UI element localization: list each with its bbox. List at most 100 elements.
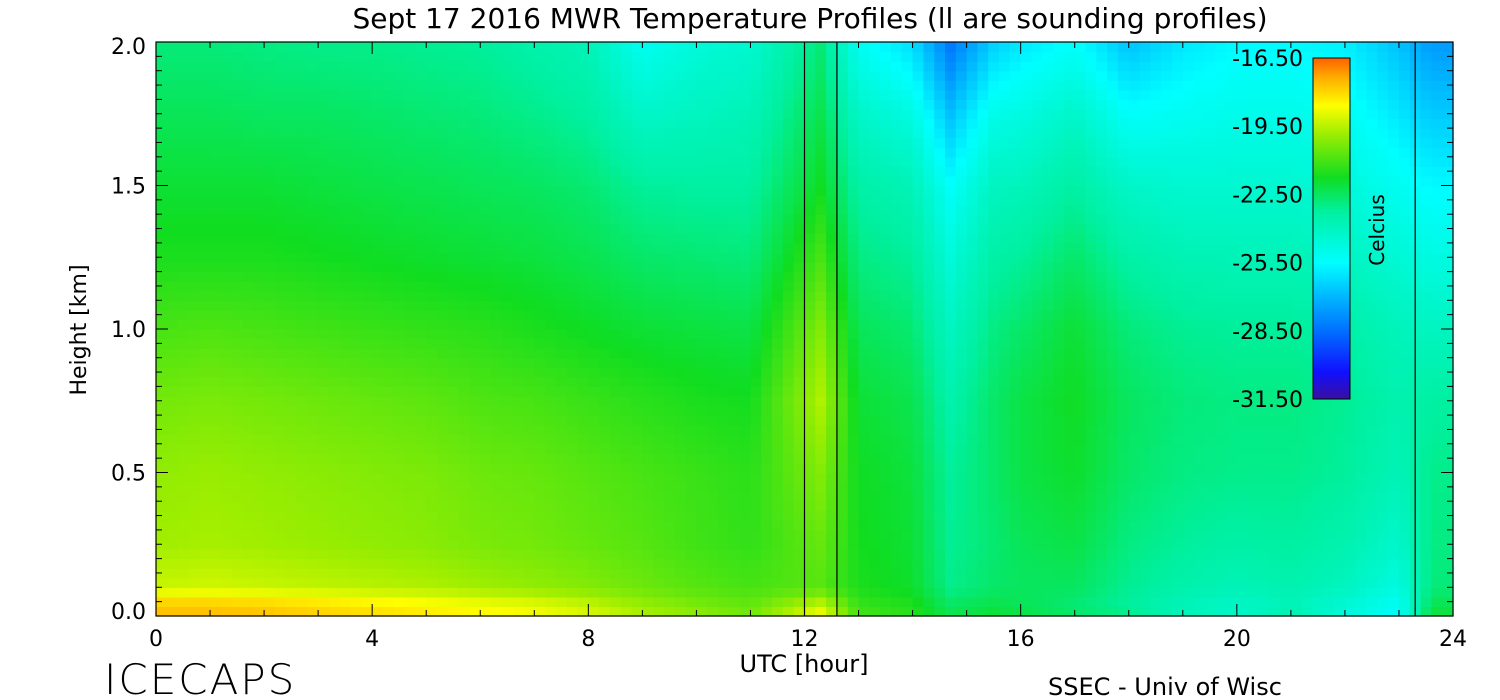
heatmap-cell bbox=[231, 395, 244, 407]
heatmap-cell bbox=[955, 223, 968, 234]
heatmap-cell bbox=[977, 309, 989, 321]
heatmap-cell bbox=[1042, 166, 1054, 177]
heatmap-cell bbox=[836, 539, 849, 550]
heatmap-cell bbox=[674, 195, 687, 206]
heatmap-cell bbox=[361, 510, 373, 521]
heatmap-cell bbox=[815, 233, 827, 244]
heatmap-cell bbox=[523, 147, 535, 158]
heatmap-cell bbox=[296, 501, 308, 512]
heatmap-cell bbox=[382, 510, 395, 521]
heatmap-cell bbox=[480, 242, 492, 254]
heatmap-cell bbox=[458, 329, 471, 340]
heatmap-cell bbox=[577, 549, 589, 560]
heatmap-cell bbox=[480, 395, 492, 407]
heatmap-cell bbox=[782, 252, 795, 263]
heatmap-cell bbox=[242, 118, 254, 129]
heatmap-cell bbox=[977, 453, 989, 464]
heatmap-cell bbox=[772, 99, 784, 110]
heatmap-cell bbox=[934, 214, 946, 225]
heatmap-cell bbox=[253, 405, 265, 416]
heatmap-cell bbox=[437, 491, 449, 502]
heatmap-cell bbox=[674, 137, 687, 148]
heatmap-cell bbox=[912, 482, 924, 493]
heatmap-cell bbox=[274, 118, 287, 129]
heatmap-cell bbox=[923, 558, 935, 569]
heatmap-cell bbox=[253, 262, 265, 273]
heatmap-cell bbox=[761, 128, 773, 139]
heatmap-cell bbox=[350, 424, 362, 435]
heatmap-cell bbox=[901, 482, 914, 493]
heatmap-cell bbox=[609, 462, 622, 474]
heatmap-cell bbox=[804, 443, 816, 454]
heatmap-cell bbox=[339, 472, 352, 483]
heatmap-cell bbox=[966, 128, 979, 139]
heatmap-cell bbox=[415, 185, 427, 196]
heatmap-cell bbox=[631, 319, 643, 330]
heatmap-cell bbox=[858, 175, 870, 187]
heatmap-cell bbox=[653, 482, 665, 493]
heatmap-cell bbox=[1042, 453, 1054, 464]
heatmap-cell bbox=[1031, 501, 1043, 512]
heatmap-cell bbox=[199, 348, 211, 359]
heatmap-cell bbox=[1020, 51, 1033, 62]
heatmap-cell bbox=[393, 61, 406, 72]
heatmap-cell bbox=[890, 118, 903, 129]
heatmap-cell bbox=[404, 319, 416, 330]
heatmap-cell bbox=[750, 290, 762, 301]
heatmap-cell bbox=[339, 357, 352, 368]
heatmap-cell bbox=[804, 166, 816, 177]
heatmap-cell bbox=[437, 195, 449, 206]
heatmap-cell bbox=[609, 242, 622, 254]
heatmap-cell bbox=[210, 89, 222, 100]
heatmap-cell bbox=[804, 290, 816, 301]
heatmap-cell bbox=[858, 156, 870, 167]
heatmap-cell bbox=[307, 501, 319, 512]
heatmap-cell bbox=[307, 568, 319, 579]
heatmap-cell bbox=[534, 242, 546, 254]
heatmap-cell bbox=[382, 147, 395, 158]
heatmap-cell bbox=[210, 300, 222, 311]
heatmap-cell bbox=[707, 137, 719, 148]
heatmap-cell bbox=[210, 80, 222, 91]
heatmap-cell bbox=[447, 242, 460, 254]
heatmap-cell bbox=[685, 329, 698, 340]
heatmap-cell bbox=[1009, 520, 1022, 531]
heatmap-cell bbox=[739, 587, 752, 598]
heatmap-cell bbox=[447, 529, 460, 541]
heatmap-cell bbox=[285, 606, 298, 617]
heatmap-cell bbox=[826, 89, 838, 100]
heatmap-cell bbox=[491, 185, 503, 196]
heatmap-cell bbox=[1020, 549, 1033, 560]
heatmap-cell bbox=[836, 128, 849, 139]
heatmap-cell bbox=[501, 195, 514, 206]
heatmap-cell bbox=[631, 577, 643, 588]
heatmap-cell bbox=[1042, 357, 1054, 368]
heatmap-cell bbox=[318, 204, 330, 215]
heatmap-cell bbox=[977, 539, 989, 550]
heatmap-cell bbox=[815, 195, 827, 206]
heatmap-cell bbox=[804, 61, 816, 72]
heatmap-cell bbox=[707, 281, 719, 292]
heatmap-cell bbox=[620, 300, 633, 311]
heatmap-cell bbox=[534, 329, 546, 340]
heatmap-cell bbox=[242, 539, 254, 550]
heatmap-cell bbox=[501, 424, 514, 435]
heatmap-cell bbox=[869, 128, 881, 139]
heatmap-cell bbox=[880, 549, 892, 560]
heatmap-cell bbox=[999, 491, 1011, 502]
heatmap-cell bbox=[393, 262, 406, 273]
heatmap-cell bbox=[166, 329, 179, 340]
heatmap-cell bbox=[674, 577, 687, 588]
heatmap-cell bbox=[166, 319, 179, 330]
heatmap-cell bbox=[588, 147, 600, 158]
heatmap-cell bbox=[188, 568, 200, 579]
heatmap-cell bbox=[588, 405, 600, 416]
heatmap-cell bbox=[501, 329, 514, 340]
heatmap-cell bbox=[696, 482, 708, 493]
heatmap-cell bbox=[988, 472, 1000, 483]
heatmap-cell bbox=[296, 271, 308, 282]
heatmap-cell bbox=[220, 501, 233, 512]
heatmap-cell bbox=[382, 501, 395, 512]
heatmap-cell bbox=[350, 61, 362, 72]
heatmap-cell bbox=[328, 606, 341, 617]
